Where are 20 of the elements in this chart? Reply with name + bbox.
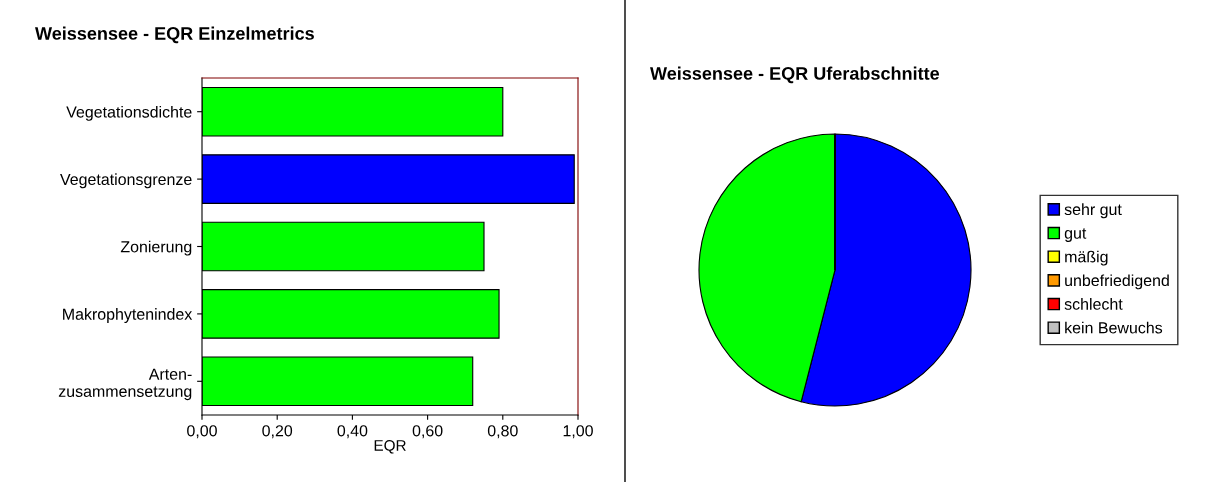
x-tick-label: 0,40 <box>337 425 368 439</box>
legend-label: mäßig <box>1065 250 1108 266</box>
legend-label: sehr gut <box>1064 203 1122 219</box>
legend-label: kein Bewuchs <box>1065 321 1163 334</box>
chart-title: Weissensee - EQR Uferabschnitte <box>650 66 940 84</box>
x-tick-label: 1,00 <box>563 425 593 439</box>
chart-title: Weissensee - EQR Einzelmetrics <box>35 26 314 44</box>
x-tick-label: 0,80 <box>487 425 518 439</box>
x-tick-label: 0,20 <box>262 425 293 439</box>
y-tick-label: Zonierung <box>120 240 192 256</box>
legend-label: unbefriedigend <box>1065 274 1169 290</box>
y-tick-label: Arten- zusammensetzung <box>58 368 192 401</box>
y-tick-label: Vegetationsgrenze <box>60 173 192 189</box>
y-tick-label: Makrophytenindex <box>63 308 193 323</box>
legend-label: schlecht <box>1064 298 1123 310</box>
y-tick-label: Vegetationsdichte <box>66 105 192 121</box>
legend-label: gut <box>1064 228 1087 242</box>
x-tick-label: 0,00 <box>187 425 217 439</box>
x-axis-title: EQR <box>374 440 406 454</box>
x-tick-label: 0,60 <box>412 425 443 439</box>
